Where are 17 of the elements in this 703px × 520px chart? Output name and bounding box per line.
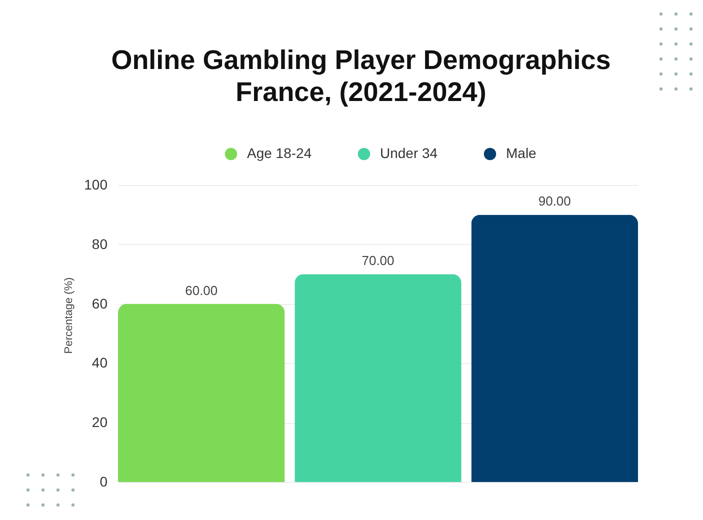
data-label: 60.00 (185, 282, 218, 298)
chart-title: Online Gambling Player Demographics France, (2021-2024) (111, 45, 611, 107)
y-tick-label: 0 (100, 474, 108, 490)
y-tick-label: 60 (92, 295, 108, 312)
bar (118, 304, 285, 482)
y-tick-label: 80 (92, 236, 108, 252)
data-label: 90.00 (538, 194, 571, 209)
legend-label: Under 34 (380, 145, 438, 161)
bar (471, 214, 638, 482)
legend-label: Male (506, 145, 537, 161)
y-axis-title: Percentage (%) (63, 277, 76, 354)
y-tick-label: 100 (84, 176, 108, 192)
bar (294, 274, 462, 482)
y-tick-label: 40 (92, 354, 108, 371)
y-tick-label: 20 (92, 414, 108, 430)
legend-label: Age 18-24 (247, 145, 312, 161)
data-label: 70.00 (362, 253, 394, 268)
